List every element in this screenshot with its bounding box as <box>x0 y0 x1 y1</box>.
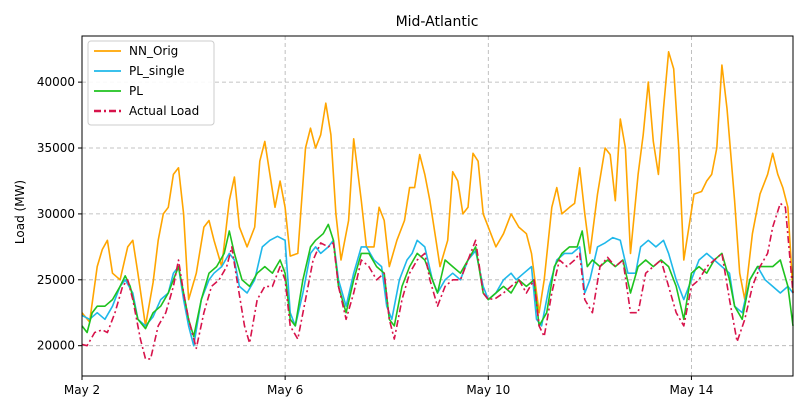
series-lines <box>81 51 794 360</box>
legend-label: PL_single <box>129 64 184 78</box>
y-tick-label: 20000 <box>37 339 75 353</box>
legend-label: PL <box>129 84 143 98</box>
x-tick-label: May 14 <box>669 383 713 397</box>
series-line-nn-orig <box>81 51 794 327</box>
legend-label: NN_Orig <box>129 44 178 58</box>
chart-title: Mid-Atlantic <box>396 14 479 30</box>
y-tick-label: 25000 <box>37 273 75 287</box>
x-tick-label: May 2 <box>64 383 100 397</box>
axis-ticks: 20000 25000 30000 35000 40000 May 2 May 6 May 1… <box>37 75 714 397</box>
legend: NN_Orig PL_single PL Actual Load <box>87 40 215 126</box>
y-tick-label: 35000 <box>37 141 75 155</box>
x-tick-label: May 6 <box>267 383 303 397</box>
x-tick-label: May 10 <box>466 383 510 397</box>
y-tick-label: 30000 <box>37 207 75 221</box>
legend-label: Actual Load <box>129 104 199 118</box>
y-tick-label: 40000 <box>37 75 75 89</box>
legend-box <box>87 40 215 126</box>
series-line-pl-single <box>81 235 794 347</box>
plot-frame <box>81 35 794 377</box>
series-line-actual-load <box>81 202 794 360</box>
y-axis-label: Load (MW) <box>13 180 27 244</box>
